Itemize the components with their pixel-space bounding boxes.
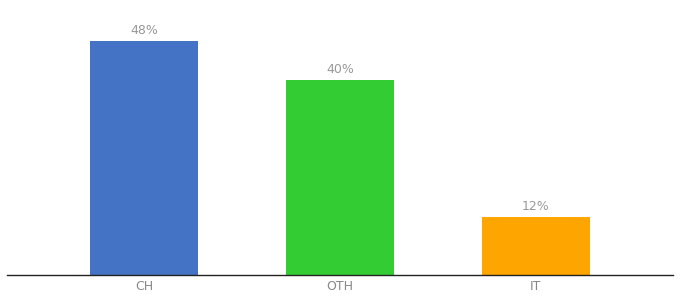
Bar xyxy=(90,41,198,275)
Bar xyxy=(286,80,394,275)
Bar xyxy=(482,217,590,275)
Text: 12%: 12% xyxy=(522,200,550,213)
Text: 40%: 40% xyxy=(326,63,354,76)
Text: 48%: 48% xyxy=(130,24,158,37)
